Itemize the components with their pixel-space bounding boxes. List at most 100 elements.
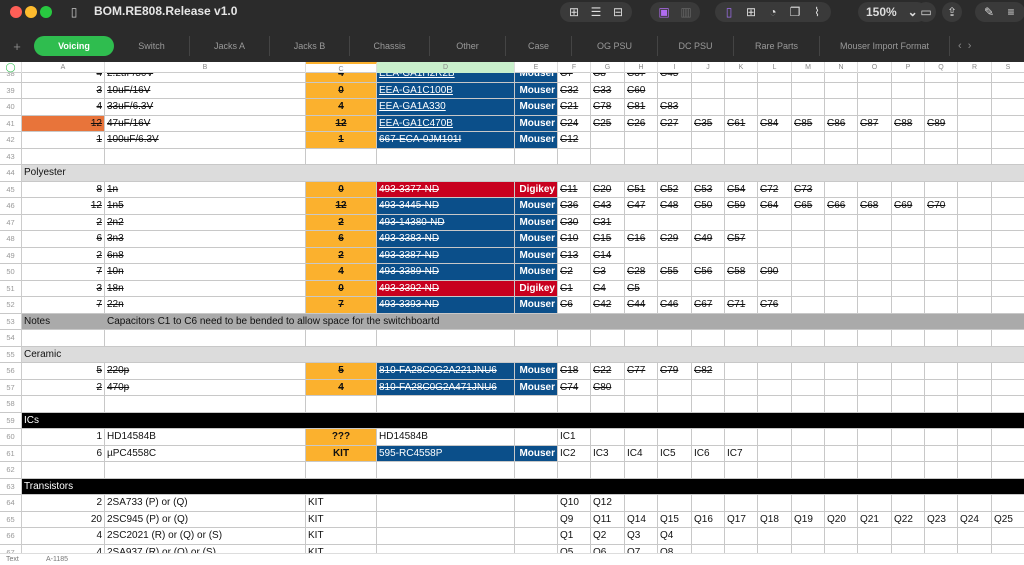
- cell-vendor[interactable]: Mouser: [515, 445, 558, 462]
- cell-reference[interactable]: [792, 429, 825, 446]
- cell-reference[interactable]: [892, 82, 925, 99]
- column-header-Q[interactable]: Q: [925, 62, 958, 73]
- row-number[interactable]: 65: [0, 511, 22, 528]
- cell-reference[interactable]: C80: [591, 379, 625, 396]
- cell-reference[interactable]: [958, 82, 992, 99]
- cell-reference[interactable]: [825, 73, 858, 83]
- cell-reference[interactable]: [792, 148, 825, 165]
- cell-reference[interactable]: C2: [558, 264, 591, 281]
- cell-reference[interactable]: Q14: [625, 511, 658, 528]
- cell-reference[interactable]: [692, 462, 725, 479]
- cell-stock[interactable]: 4: [306, 264, 377, 281]
- cell-reference[interactable]: C81: [625, 99, 658, 116]
- cell-reference[interactable]: [591, 396, 625, 413]
- cell-reference[interactable]: C50: [692, 198, 725, 215]
- cell-reference[interactable]: [725, 528, 758, 545]
- cell-reference[interactable]: [725, 429, 758, 446]
- cell-part-number[interactable]: 493-3445-ND: [377, 198, 515, 215]
- cell-reference[interactable]: C76: [758, 297, 792, 314]
- cell-reference[interactable]: Q1: [558, 528, 591, 545]
- cell-vendor[interactable]: Mouser: [515, 247, 558, 264]
- cell-reference[interactable]: [792, 132, 825, 149]
- cell-value[interactable]: 22n: [105, 297, 306, 314]
- cell-value[interactable]: 2SC945 (P) or (Q): [105, 511, 306, 528]
- cell-reference[interactable]: [725, 363, 758, 380]
- cell-vendor[interactable]: [515, 148, 558, 165]
- cell-reference[interactable]: [958, 280, 992, 297]
- cell-reference[interactable]: [825, 462, 858, 479]
- row-number[interactable]: 53: [0, 313, 22, 330]
- cell-reference[interactable]: C83: [658, 99, 692, 116]
- cell-reference[interactable]: [858, 280, 892, 297]
- cell-reference[interactable]: [958, 115, 992, 132]
- cell-reference[interactable]: [591, 462, 625, 479]
- cell-reference[interactable]: [725, 132, 758, 149]
- cell-reference[interactable]: [858, 132, 892, 149]
- cell-reference[interactable]: [892, 544, 925, 553]
- notes-text[interactable]: Capacitors C1 to C6 need to be bended to…: [105, 313, 1024, 330]
- cell-reference[interactable]: [858, 264, 892, 281]
- cell-reference[interactable]: [892, 363, 925, 380]
- cell-reference[interactable]: C56: [692, 264, 725, 281]
- select-all-icon[interactable]: ◯: [0, 62, 22, 73]
- cell-reference[interactable]: C74: [558, 379, 591, 396]
- row-number[interactable]: 63: [0, 478, 22, 495]
- row-number[interactable]: 50: [0, 264, 22, 281]
- cell-reference[interactable]: C37: [625, 73, 658, 83]
- cell-value[interactable]: 18n: [105, 280, 306, 297]
- cell-reference[interactable]: C1: [558, 280, 591, 297]
- cell-reference[interactable]: Q19: [792, 511, 825, 528]
- row-number[interactable]: 57: [0, 379, 22, 396]
- cell-reference[interactable]: [825, 379, 858, 396]
- cell-reference[interactable]: C53: [692, 181, 725, 198]
- cell-part-number[interactable]: 595-RC4558P: [377, 445, 515, 462]
- row-number[interactable]: 67: [0, 544, 22, 553]
- cell-reference[interactable]: [725, 544, 758, 553]
- cell-reference[interactable]: [958, 148, 992, 165]
- cell-reference[interactable]: [792, 462, 825, 479]
- tab-switch[interactable]: Switch: [114, 36, 190, 56]
- cell-reference[interactable]: C26: [625, 115, 658, 132]
- cell-reference[interactable]: C59: [725, 198, 758, 215]
- cell-quantity[interactable]: 7: [22, 297, 105, 314]
- cell-reference[interactable]: [625, 429, 658, 446]
- cell-reference[interactable]: [758, 280, 792, 297]
- cell-reference[interactable]: [958, 214, 992, 231]
- cell-reference[interactable]: C30: [558, 214, 591, 231]
- cell-reference[interactable]: [692, 495, 725, 512]
- row-number[interactable]: 38: [0, 73, 22, 83]
- cell-reference[interactable]: Q17: [725, 511, 758, 528]
- cell-reference[interactable]: [658, 330, 692, 347]
- cell-reference[interactable]: [892, 445, 925, 462]
- cell-reference[interactable]: [858, 82, 892, 99]
- cell-reference[interactable]: [992, 73, 1024, 83]
- cell-reference[interactable]: [725, 330, 758, 347]
- cell-reference[interactable]: [792, 280, 825, 297]
- cell-reference[interactable]: [925, 396, 958, 413]
- cell-reference[interactable]: IC5: [658, 445, 692, 462]
- section-header[interactable]: Transistors: [22, 478, 1024, 495]
- cell-reference[interactable]: [825, 82, 858, 99]
- cell-stock[interactable]: [306, 396, 377, 413]
- tab-jacks-a[interactable]: Jacks A: [190, 36, 270, 56]
- row-number[interactable]: 49: [0, 247, 22, 264]
- cell-value[interactable]: 2SA733 (P) or (Q): [105, 495, 306, 512]
- cell-reference[interactable]: [758, 82, 792, 99]
- cell-reference[interactable]: [892, 214, 925, 231]
- cell-reference[interactable]: C60: [625, 82, 658, 99]
- cell-reference[interactable]: [992, 528, 1024, 545]
- cell-reference[interactable]: C88: [892, 115, 925, 132]
- cell-reference[interactable]: [658, 429, 692, 446]
- cell-reference[interactable]: [825, 148, 858, 165]
- column-header-P[interactable]: P: [892, 62, 925, 73]
- cell-reference[interactable]: [758, 214, 792, 231]
- cell-reference[interactable]: C16: [625, 231, 658, 248]
- row-number[interactable]: 51: [0, 280, 22, 297]
- tab-scroll-arrows[interactable]: ‹ ›: [958, 40, 971, 52]
- cell-reference[interactable]: C45: [658, 73, 692, 83]
- cell-stock[interactable]: [306, 148, 377, 165]
- cell-reference[interactable]: C55: [658, 264, 692, 281]
- cell-reference[interactable]: [758, 132, 792, 149]
- column-header-D[interactable]: D: [377, 62, 515, 73]
- cell-reference[interactable]: [725, 280, 758, 297]
